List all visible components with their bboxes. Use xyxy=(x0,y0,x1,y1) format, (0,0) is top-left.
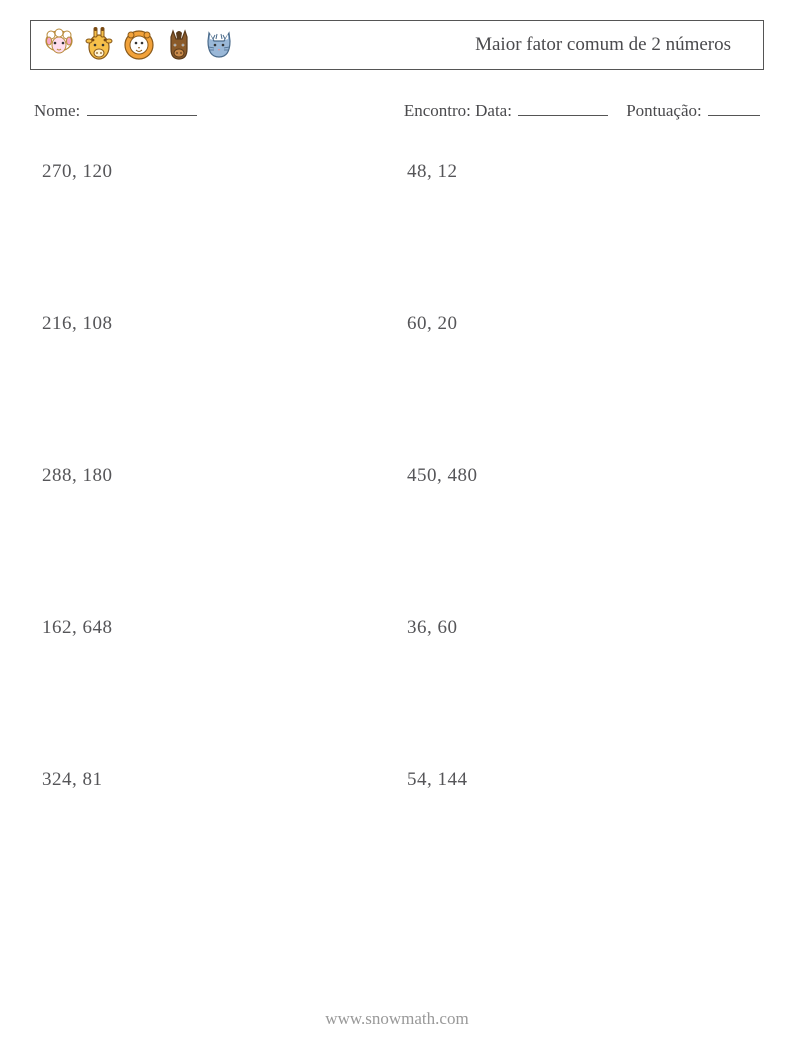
footer-url: www.snowmath.com xyxy=(0,1009,794,1029)
date-blank[interactable] xyxy=(518,98,608,116)
name-blank[interactable] xyxy=(87,98,197,116)
encounter-label: Encontro: Data: xyxy=(404,101,512,120)
score-blank[interactable] xyxy=(708,98,760,116)
problem-cell: 450, 480 xyxy=(407,465,752,487)
problem-cell: 324, 81 xyxy=(42,769,387,791)
header-icons xyxy=(43,27,235,63)
problem-cell: 48, 12 xyxy=(407,161,752,183)
problem-cell: 54, 144 xyxy=(407,769,752,791)
score-label: Pontuação: xyxy=(626,101,702,120)
name-label: Nome: xyxy=(34,101,80,120)
problem-cell: 36, 60 xyxy=(407,617,752,639)
date-field: Encontro: Data: xyxy=(404,98,608,121)
cat-icon xyxy=(203,27,235,63)
problem-cell: 288, 180 xyxy=(42,465,387,487)
lion-icon xyxy=(123,27,155,63)
problem-cell: 270, 120 xyxy=(42,161,387,183)
header-box: Maior fator comum de 2 números xyxy=(30,20,764,70)
giraffe-icon xyxy=(83,27,115,63)
horse-icon xyxy=(163,27,195,63)
problem-cell: 60, 20 xyxy=(407,313,752,335)
sheep-icon xyxy=(43,27,75,63)
worksheet-title: Maior fator comum de 2 números xyxy=(475,34,751,56)
problem-cell: 162, 648 xyxy=(42,617,387,639)
problems-grid: 270, 120 48, 12 216, 108 60, 20 288, 180… xyxy=(30,161,764,791)
score-field: Pontuação: xyxy=(626,98,760,121)
name-field: Nome: xyxy=(34,98,197,121)
meta-row: Nome: Encontro: Data: Pontuação: xyxy=(30,98,764,121)
problem-cell: 216, 108 xyxy=(42,313,387,335)
